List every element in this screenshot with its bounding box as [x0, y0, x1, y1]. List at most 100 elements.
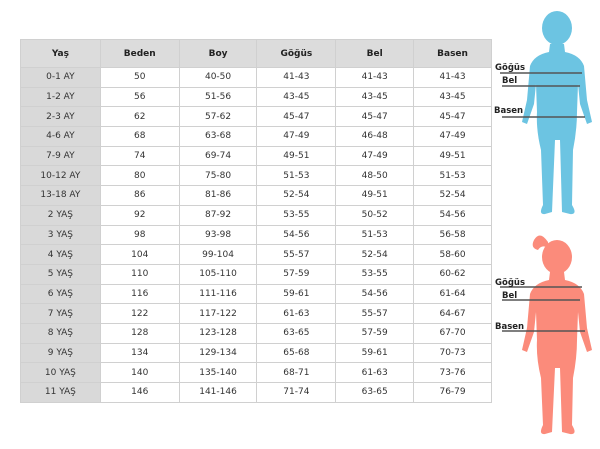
table-cell: 55-57: [335, 303, 415, 324]
table-cell: 43-45: [413, 86, 492, 108]
table-cell: 68-71: [256, 362, 337, 383]
boy-label-waist: Bel: [502, 76, 518, 86]
table-cell: 57-59: [256, 263, 337, 285]
age-cell: 7 YAŞ: [20, 303, 101, 324]
table-cell: 86: [99, 185, 180, 206]
table-row: 4 YAŞ 104 99-104 55-57 52-54 58-60: [20, 244, 492, 265]
table-cell: 40-50: [178, 67, 258, 88]
table-cell: 105-110: [178, 263, 258, 285]
table-cell: 56: [99, 86, 180, 108]
column-header: Göğüs: [256, 39, 337, 68]
table-cell: 92: [99, 204, 180, 226]
table-cell: 75-80: [178, 165, 258, 187]
table-cell: 98: [99, 224, 180, 246]
table-row: 3 YAŞ 98 93-98 54-56 51-53 56-58: [20, 224, 492, 246]
table-cell: 93-98: [178, 224, 258, 246]
table-cell: 81-86: [178, 185, 258, 206]
table-cell: 47-49: [413, 126, 492, 147]
age-cell: 7-9 AY: [20, 145, 101, 167]
table-row: 2 YAŞ 92 87-92 53-55 50-52 54-56: [20, 204, 492, 226]
table-row: 8 YAŞ 128 123-128 63-65 57-59 67-70: [20, 322, 492, 344]
column-header: Boy: [178, 39, 258, 68]
column-header: Yaş: [20, 39, 101, 68]
table-cell: 49-51: [335, 185, 415, 206]
table-cell: 50: [99, 67, 180, 88]
table-row: 4-6 AY 68 63-68 47-49 46-48 47-49: [20, 126, 492, 147]
boy-label-chest: Göğüs: [495, 63, 526, 73]
table-cell: 135-140: [178, 362, 258, 383]
table-cell: 46-48: [335, 126, 415, 147]
column-header: Basen: [413, 39, 492, 68]
girl-figure: Göğüs Bel Basen: [490, 220, 600, 445]
table-cell: 49-51: [413, 145, 492, 167]
table-cell: 51-53: [413, 165, 492, 187]
table-cell: 67-70: [413, 322, 492, 344]
table-cell: 71-74: [256, 382, 337, 403]
table-cell: 69-74: [178, 145, 258, 167]
table-row: 0-1 AY 50 40-50 41-43 41-43 41-43: [20, 67, 492, 88]
table-cell: 110: [99, 263, 180, 285]
table-cell: 63-68: [178, 126, 258, 147]
table-cell: 43-45: [335, 86, 415, 108]
table-cell: 51-56: [178, 86, 258, 108]
age-cell: 6 YAŞ: [20, 283, 101, 305]
table-cell: 70-73: [413, 342, 492, 364]
table-cell: 146: [99, 382, 180, 403]
table-row: 5 YAŞ 110 105-110 57-59 53-55 60-62: [20, 263, 492, 285]
table-cell: 58-60: [413, 244, 492, 265]
table-cell: 51-53: [256, 165, 337, 187]
girl-label-chest: Göğüs: [495, 278, 526, 288]
table-cell: 57-62: [178, 106, 258, 128]
table-cell: 56-58: [413, 224, 492, 246]
table-cell: 43-45: [256, 86, 337, 108]
table-cell: 47-49: [256, 126, 337, 147]
table-cell: 61-64: [413, 283, 492, 305]
table-cell: 74: [99, 145, 180, 167]
boy-label-hip: Basen: [494, 106, 524, 116]
table-row: 11 YAŞ 146 141-146 71-74 63-65 76-79: [20, 382, 492, 403]
age-cell: 11 YAŞ: [20, 382, 101, 403]
age-cell: 5 YAŞ: [20, 263, 101, 285]
table-cell: 134: [99, 342, 180, 364]
table-cell: 62: [99, 106, 180, 128]
table-cell: 49-51: [256, 145, 337, 167]
table-cell: 53-55: [335, 263, 415, 285]
table-row: 10 YAŞ 140 135-140 68-71 61-63 73-76: [20, 362, 492, 383]
table-cell: 76-79: [413, 382, 492, 403]
age-cell: 3 YAŞ: [20, 224, 101, 246]
table-row: 9 YAŞ 134 129-134 65-68 59-61 70-73: [20, 342, 492, 364]
table-cell: 99-104: [178, 244, 258, 265]
table-cell: 61-63: [256, 303, 337, 324]
table-cell: 41-43: [335, 67, 415, 88]
column-header: Beden: [99, 39, 180, 68]
table-cell: 117-122: [178, 303, 258, 324]
age-cell: 8 YAŞ: [20, 322, 101, 344]
table-cell: 52-54: [335, 244, 415, 265]
table-cell: 59-61: [335, 342, 415, 364]
table-cell: 57-59: [335, 322, 415, 344]
table-row: 1-2 AY 56 51-56 43-45 43-45 43-45: [20, 86, 492, 108]
age-cell: 2-3 AY: [20, 106, 101, 128]
table-cell: 68: [99, 126, 180, 147]
table-cell: 61-63: [335, 362, 415, 383]
age-cell: 4-6 AY: [20, 126, 101, 147]
table-cell: 116: [99, 283, 180, 305]
age-cell: 1-2 AY: [20, 86, 101, 108]
table-cell: 54-56: [256, 224, 337, 246]
girl-silhouette-icon: [500, 235, 592, 435]
table-cell: 53-55: [256, 204, 337, 226]
table-cell: 41-43: [413, 67, 492, 88]
table-cell: 54-56: [413, 204, 492, 226]
size-chart-table: Yaş Beden Boy Göğüs Bel Basen 0-1 AY 50 40-50 41…: [20, 39, 492, 403]
table-cell: 52-54: [413, 185, 492, 206]
table-row: 2-3 AY 62 57-62 45-47 45-47 45-47: [20, 106, 492, 128]
table-cell: 41-43: [256, 67, 337, 88]
boy-figure: Göğüs Bel Basen: [490, 0, 600, 225]
header-row: Yaş Beden Boy Göğüs Bel Basen: [20, 39, 492, 68]
table-cell: 64-67: [413, 303, 492, 324]
table-cell: 63-65: [256, 322, 337, 344]
age-cell: 4 YAŞ: [20, 244, 101, 265]
table-cell: 73-76: [413, 362, 492, 383]
table-cell: 45-47: [413, 106, 492, 128]
table-cell: 55-57: [256, 244, 337, 265]
